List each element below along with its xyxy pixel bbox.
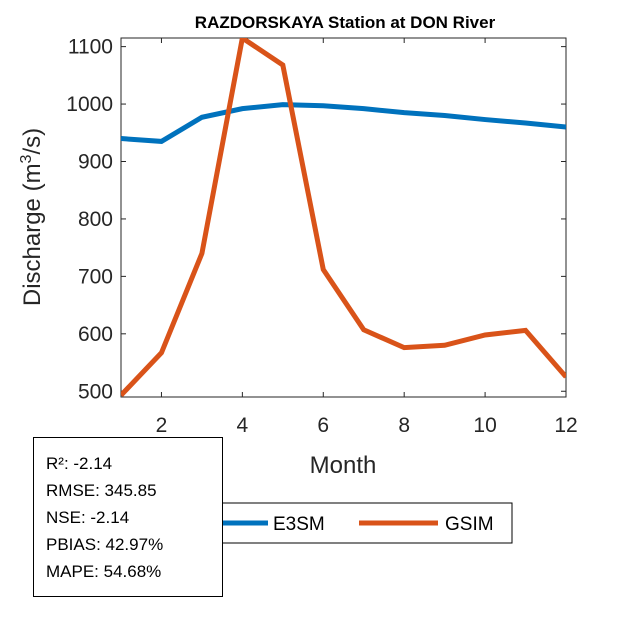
- x-axis-label: Month: [310, 452, 377, 479]
- y-tick-label: 900: [78, 150, 113, 173]
- x-tick-label: 12: [554, 414, 577, 437]
- plot-area: [120, 37, 567, 398]
- y-tick-label: 600: [78, 323, 113, 346]
- legend-label-gsim: GSIM: [445, 514, 494, 535]
- x-axis: 2 4 6 8 10 12: [156, 38, 578, 437]
- x-tick-label: 8: [398, 414, 410, 437]
- axes-frame: [120, 37, 567, 398]
- chart-title: RAZDORSKAYA Station at DON River: [195, 13, 496, 32]
- metrics-box: R²: -2.14 RMSE: 345.85 NSE: -2.14 PBIAS:…: [33, 437, 223, 597]
- stat-pbias: PBIAS: 42.97%: [46, 535, 164, 554]
- series-line-gsim: [121, 38, 566, 397]
- stat-mape: MAPE: 54.68%: [46, 562, 162, 581]
- series-group: [121, 38, 566, 397]
- stat-nse: NSE: -2.14: [46, 508, 130, 527]
- y-axis-label: Discharge (m3/s): [18, 128, 46, 306]
- x-tick-label: 4: [237, 414, 249, 437]
- x-tick-label: 10: [473, 414, 496, 437]
- y-tick-label: 1000: [66, 93, 113, 116]
- x-tick-label: 6: [317, 414, 329, 437]
- y-tick-label: 1100: [68, 36, 113, 59]
- y-tick-label: 700: [78, 265, 113, 288]
- y-axis: 500 600 700 800 900 1000 1100: [66, 36, 566, 403]
- series-line-e3sm: [121, 102, 566, 144]
- y-tick-label: 500: [78, 380, 113, 403]
- legend-label-e3sm: E3SM: [273, 514, 325, 535]
- stat-r2: R²: -2.14: [46, 454, 113, 473]
- x-tick-label: 2: [156, 414, 168, 437]
- stat-rmse: RMSE: 345.85: [46, 481, 157, 500]
- y-tick-label: 800: [78, 208, 113, 231]
- legend: E3SM GSIM: [209, 502, 513, 544]
